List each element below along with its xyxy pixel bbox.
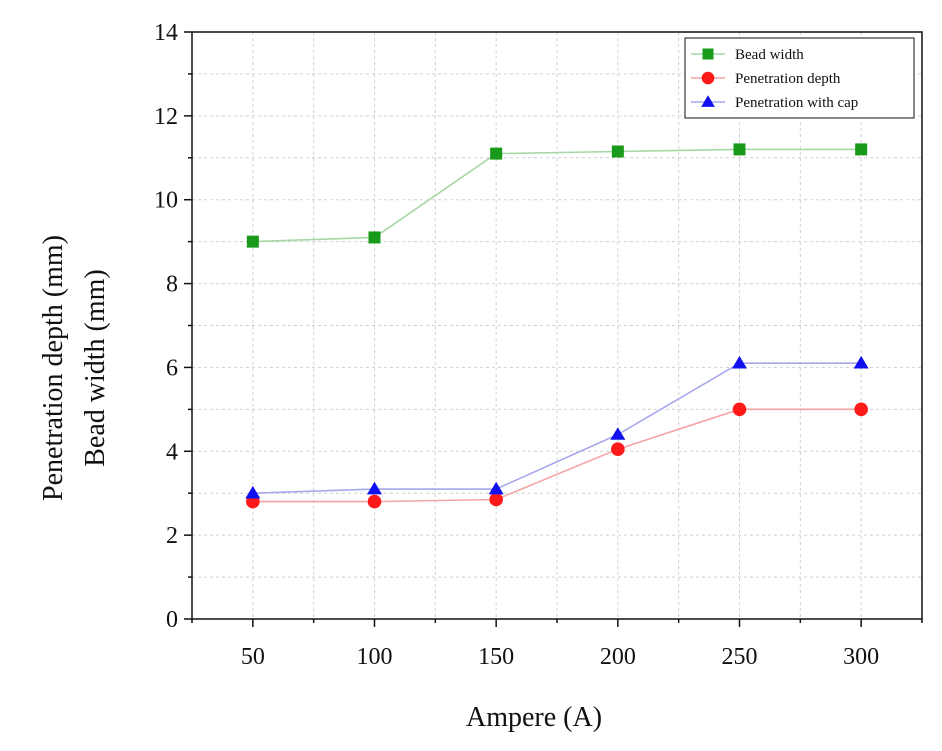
y-tick-label: 14 <box>154 20 178 46</box>
data-point <box>610 427 626 440</box>
data-point <box>367 481 382 495</box>
data-point <box>368 231 381 244</box>
legend-item: Penetration with cap <box>691 95 858 111</box>
y-tick-label: 12 <box>154 104 178 130</box>
legend-label: Penetration depth <box>735 71 841 87</box>
data-point <box>245 485 261 499</box>
series-line <box>252 408 862 503</box>
x-tick-label: 50 <box>241 644 265 670</box>
axis-ticks: 0 2 4 6 8 10 12 14 50 100 150 200 250 300 <box>154 20 923 670</box>
data-point <box>488 481 504 495</box>
x-tick-label: 300 <box>843 644 879 670</box>
y-tick-label: 4 <box>166 439 178 465</box>
data-point <box>611 145 624 158</box>
series-0 <box>246 143 868 248</box>
data-point <box>490 147 503 160</box>
y-tick-label: 8 <box>166 272 178 298</box>
data-point <box>367 494 382 509</box>
legend: Bead width Penetration depth Penetration w… <box>684 37 915 119</box>
legend-marker <box>702 48 714 60</box>
series-layer <box>245 143 869 509</box>
y-tick-label: 6 <box>166 355 178 381</box>
legend-item: Penetration depth <box>691 71 841 87</box>
legend-label: Penetration with cap <box>735 95 858 111</box>
series-line <box>252 362 862 495</box>
legend-marker <box>701 71 715 85</box>
x-tick-label: 100 <box>357 644 393 670</box>
data-point <box>733 143 746 156</box>
data-point <box>611 442 625 456</box>
data-point <box>853 355 869 369</box>
data-point <box>246 235 259 248</box>
x-tick-label: 200 <box>600 644 636 670</box>
y-axis-title-line-2: Bead width (mm) <box>80 269 111 467</box>
data-point <box>732 355 747 369</box>
y-tick-label: 10 <box>154 188 178 214</box>
legend-item: Bead width <box>691 47 804 63</box>
legend-marker <box>701 95 715 107</box>
series-line <box>252 148 862 243</box>
x-axis-title: Ampere (A) <box>466 702 602 733</box>
data-point <box>732 402 747 417</box>
data-point <box>489 492 503 507</box>
x-tick-label: 250 <box>722 644 758 670</box>
y-tick-label: 2 <box>166 523 178 549</box>
series-2 <box>245 355 869 499</box>
y-tick-label: 0 <box>166 607 178 633</box>
grid <box>192 32 922 619</box>
data-point <box>854 402 868 417</box>
series-1 <box>246 402 868 509</box>
data-point <box>855 143 868 156</box>
x-tick-label: 150 <box>478 644 514 670</box>
legend-label: Bead width <box>735 47 804 63</box>
y-axis-title-line-1: Penetration depth (mm) <box>38 235 69 501</box>
